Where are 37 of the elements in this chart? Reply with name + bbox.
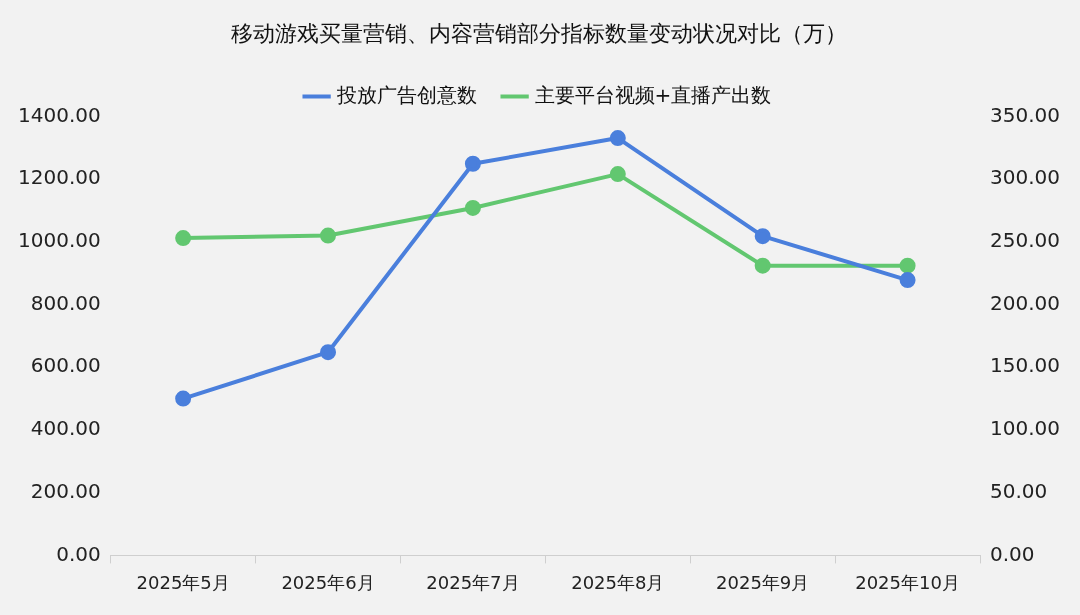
x-tick-label: 2025年5月 xyxy=(136,571,230,593)
point xyxy=(899,257,916,274)
point xyxy=(175,390,192,407)
y-tick-label: 400.00 xyxy=(30,416,101,441)
x-tick-label: 2025年6月 xyxy=(281,571,375,593)
legend-label: 投放广告创意数 xyxy=(335,82,477,107)
y-tick-label: 800.00 xyxy=(30,290,101,315)
x-tick-label: 2025年7月 xyxy=(426,571,520,593)
x-tick-label: 2025年8月 xyxy=(571,571,665,593)
point xyxy=(320,344,337,361)
point xyxy=(609,130,626,147)
y2-tick-label: 0.00 xyxy=(990,541,1035,566)
point xyxy=(754,228,771,245)
point xyxy=(899,272,916,289)
point xyxy=(609,166,626,183)
y2-tick-label: 250.00 xyxy=(990,228,1060,253)
y2-tick-label: 100.00 xyxy=(990,416,1060,441)
y2-tick-label: 200.00 xyxy=(990,290,1060,315)
point xyxy=(175,230,192,247)
point xyxy=(464,199,481,216)
point xyxy=(464,155,481,172)
chart-title: 移动游戏买量营销、内容营销部分指标数量变动状况对比（万） xyxy=(231,20,847,46)
y-tick-label: 1200.00 xyxy=(17,165,101,190)
y-tick-label: 0.00 xyxy=(56,541,101,566)
y2-tick-label: 350.00 xyxy=(990,102,1060,127)
y-tick-label: 1400.00 xyxy=(17,102,101,127)
y-tick-label: 1000.00 xyxy=(17,228,101,253)
y2-tick-label: 300.00 xyxy=(990,165,1060,190)
point xyxy=(754,257,771,274)
y2-tick-label: 50.00 xyxy=(990,478,1048,503)
legend-label: 主要平台视频+直播产出数 xyxy=(534,82,772,107)
y-tick-label: 200.00 xyxy=(30,478,101,503)
point xyxy=(320,227,337,244)
x-tick-label: 2025年10月 xyxy=(855,571,960,593)
x-tick-label: 2025年9月 xyxy=(716,571,810,593)
y-tick-label: 600.00 xyxy=(30,353,101,378)
y2-tick-label: 150.00 xyxy=(990,353,1060,378)
